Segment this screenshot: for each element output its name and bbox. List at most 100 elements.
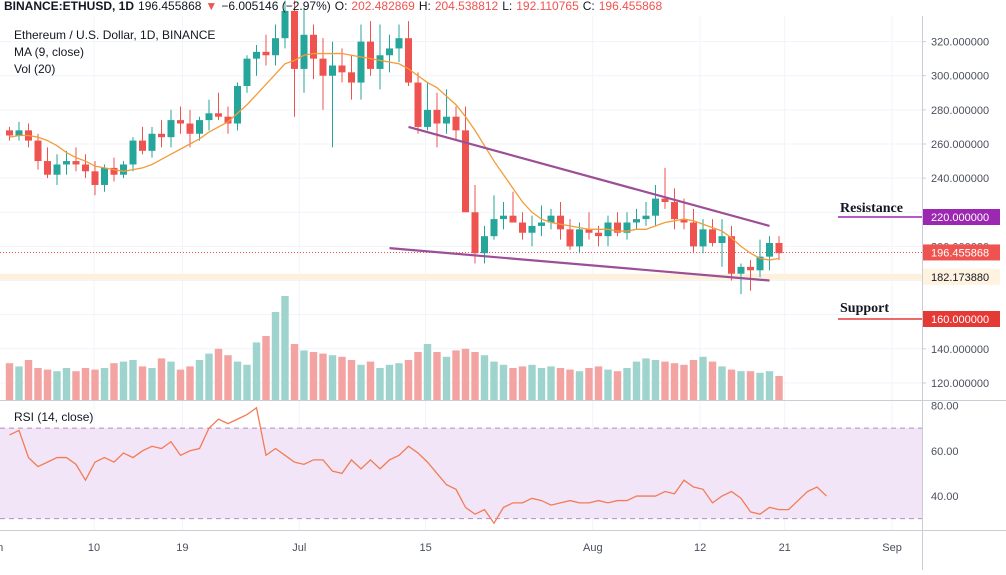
candle (775, 236, 783, 261)
time-tick-label: Aug (583, 542, 603, 554)
candle (652, 184, 659, 226)
last-price-tag: 196.455868 (923, 244, 1000, 261)
volume-bar (556, 368, 565, 400)
candle (519, 212, 526, 240)
time-ticks: un 10 19 Jul 15 Aug 12 21 Sep (0, 542, 902, 554)
volume-bar (680, 364, 688, 400)
price-tick-label: 140.000000 (931, 344, 989, 356)
resistance-price-tag-text: 220.000000 (931, 212, 989, 224)
candle-body (129, 140, 137, 165)
volume-bar (547, 366, 555, 400)
candle-body (623, 222, 631, 233)
candle-body (576, 229, 583, 247)
support-price-tag-text: 160.000000 (931, 314, 989, 326)
candle (329, 41, 336, 148)
candle-body (300, 34, 308, 69)
candle (614, 212, 621, 237)
volume-bar (328, 355, 337, 400)
symbol-name: BINANCE:ETHUSD, 1D (4, 0, 135, 13)
lower-trendline (389, 247, 770, 282)
close-label: C: (582, 0, 595, 13)
volume-bar (81, 368, 90, 400)
resistance-price-tag: 220.000000 (923, 209, 1000, 225)
volume-bar (224, 355, 232, 400)
volume-bar (195, 360, 204, 400)
candle-body (291, 10, 298, 69)
candle (348, 55, 355, 100)
candle-body (633, 219, 640, 223)
candle (405, 21, 412, 86)
candle-body (680, 219, 688, 223)
candle (604, 215, 612, 247)
candle (452, 106, 460, 141)
volume-bar (442, 356, 451, 400)
volume-bar (157, 358, 166, 400)
ma-line (9, 52, 780, 261)
candle-body (490, 219, 498, 237)
candle (709, 219, 716, 247)
volume-bar (290, 344, 299, 400)
marked-price-tag-bg (923, 268, 1000, 285)
volume-bar (423, 344, 432, 400)
candle-body (158, 133, 165, 138)
ma-legend[interactable]: MA (9, close) (14, 45, 85, 59)
candle-body (547, 215, 555, 223)
change-text: −6.005146 (−2.97%) (221, 0, 331, 13)
candle-body (737, 266, 745, 274)
resistance-annotation[interactable]: Resistance (840, 201, 903, 216)
candle-body (443, 116, 450, 124)
volume-bar (404, 360, 413, 400)
volume-bar (252, 342, 261, 400)
candle (661, 167, 669, 209)
vol-legend[interactable]: Vol (20) (14, 62, 56, 76)
candle-body (101, 167, 108, 185)
candle-body (652, 198, 659, 216)
rsi-legend[interactable]: RSI (14, close) (14, 410, 94, 424)
candle-body (6, 130, 13, 136)
candle-body (538, 222, 545, 226)
candle-body (224, 116, 232, 124)
volume-bar (34, 368, 42, 400)
candle-body (72, 161, 80, 165)
volume-bar (471, 352, 479, 400)
low-label: L: (502, 0, 513, 13)
volume-bar (727, 369, 736, 400)
volume-bar (642, 358, 650, 400)
support-annotation[interactable]: Support (840, 301, 890, 316)
candle-body (272, 38, 279, 56)
candle-body (433, 109, 441, 124)
series-title[interactable]: Ethereum / U.S. Dollar, 1D, BINANCE (14, 28, 216, 42)
candle-body (728, 236, 735, 274)
candle (386, 34, 393, 73)
rsi-tick-label: 80.00 (931, 401, 959, 413)
candle (120, 161, 127, 179)
volume-bar (167, 361, 175, 400)
volume-bar (632, 361, 641, 400)
volume-bar (5, 363, 14, 400)
time-tick-label: 15 (419, 542, 431, 554)
volume-bar (746, 371, 755, 400)
marked-price-tag: 182.173880 (923, 268, 1000, 285)
candle (538, 205, 545, 237)
candle (718, 219, 726, 267)
candle-body (519, 222, 526, 233)
last-price-header: 196.455868 (138, 0, 202, 13)
volume-bar (148, 368, 156, 400)
candle-body (177, 120, 184, 124)
volume-bar (176, 369, 185, 400)
candle-body (405, 38, 412, 83)
candle-body (386, 48, 393, 56)
volume-bar (661, 361, 669, 400)
candle (44, 147, 51, 179)
candle-body (376, 55, 384, 69)
volume-bar (756, 372, 764, 400)
time-tick-label: 19 (176, 542, 188, 554)
candle (642, 202, 650, 226)
candle (690, 208, 697, 254)
volume-bar (537, 368, 546, 400)
symbol-header: BINANCE:ETHUSD, 1D 196.455868 ▼ −6.00514… (4, 0, 662, 14)
candle (319, 38, 327, 110)
candle-body (614, 222, 621, 233)
